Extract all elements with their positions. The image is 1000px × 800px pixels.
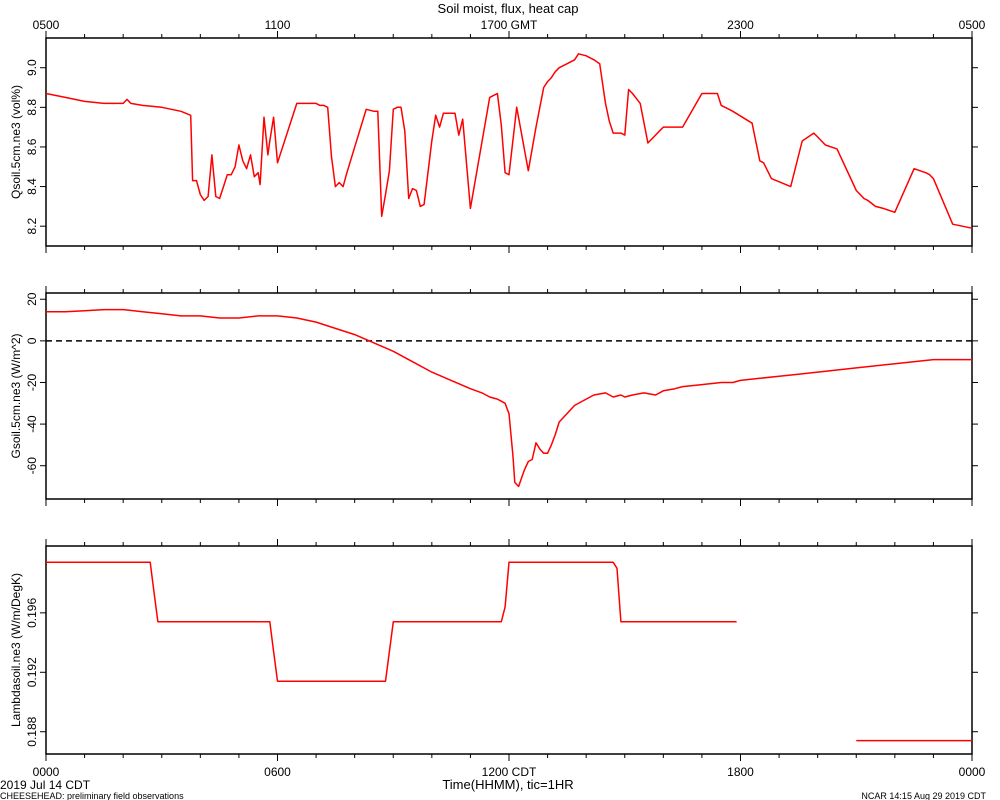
y-tick-label: 0.192: [25, 657, 39, 687]
plot-frame: [45, 545, 973, 755]
y-tick-label: 8.4: [25, 178, 39, 195]
plot-frame: [45, 292, 973, 500]
top-axis-tick-label: 0500: [959, 18, 986, 32]
y-tick-label: -40: [25, 415, 39, 433]
panel-2: -60 -40 -20 0 20 Gsoil.5cm.ne3 (W/m^2): [9, 286, 978, 506]
y-tick-label: 9.0: [25, 59, 39, 76]
series-line-1: [45, 53, 973, 229]
y-tick-label: 0.196: [25, 598, 39, 628]
footer-left: CHEESEHEAD: preliminary field observatio…: [0, 791, 184, 800]
y-tick-label: 8.6: [25, 138, 39, 155]
top-axis-tick-label: 2300: [727, 18, 754, 32]
bottom-axis-tick-label: 0000: [33, 765, 60, 779]
bottom-axis-tick-label: 0600: [264, 765, 291, 779]
top-axis-tick-label: 0500: [33, 18, 60, 32]
bottom-axis-tick-label: 0000: [959, 765, 986, 779]
series-line-1: [46, 308, 972, 488]
y-axis-label: Gsoil.5cm.ne3 (W/m^2): [9, 334, 23, 459]
y-tick-label: 20: [25, 292, 39, 306]
y-tick-label: 8.2: [25, 218, 39, 235]
series-line-1: [46, 561, 737, 682]
bottom-axis-tick-label: 1200 CDT: [482, 765, 537, 779]
y-tick-label: -20: [25, 373, 39, 391]
y-tick-label: 0: [25, 337, 39, 344]
bottom-axis-tick-label: 1800: [727, 765, 754, 779]
y-axis-label: Lambdasoil.ne3 (W/m/DegK): [9, 573, 23, 727]
y-tick-label: 8.8: [25, 99, 39, 116]
footer-right: NCAR 14:15 Aug 29 2019 CDT: [861, 791, 986, 800]
top-axis-tick-label: 1700 GMT: [481, 18, 538, 32]
top-axis-tick-label: 1100: [265, 18, 291, 32]
date-label: 2019 Jul 14 CDT: [0, 778, 91, 792]
y-tick-label: 0.188: [25, 716, 39, 746]
y-tick-label: -60: [25, 457, 39, 475]
plot-frame: [45, 37, 973, 247]
figure-title: Soil moist, flux, heat cap: [438, 1, 579, 16]
y-axis-label: Qsoil.5cm.ne3 (vol%): [9, 85, 23, 199]
x-axis-label: Time(HHMM), tic=1HR: [442, 777, 573, 792]
